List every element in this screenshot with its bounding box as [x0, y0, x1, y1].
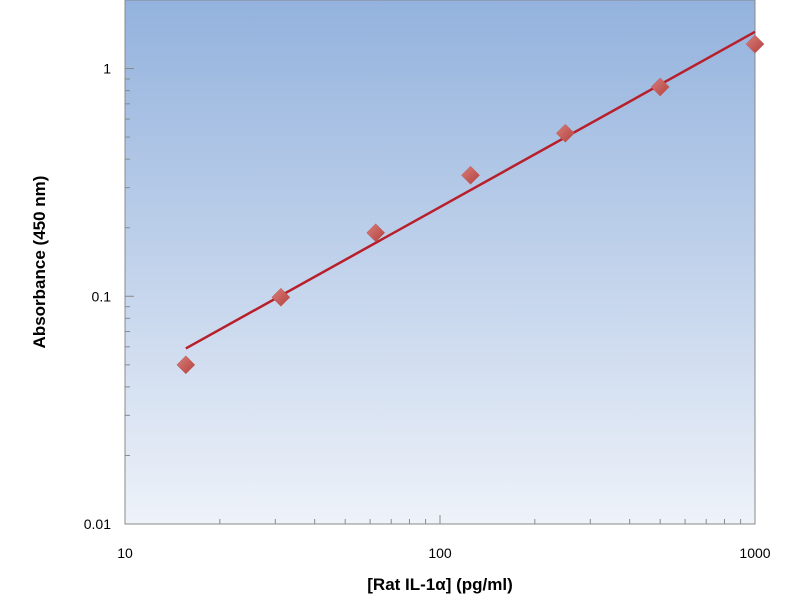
data-point [366, 223, 386, 243]
data-point [650, 77, 670, 97]
x-axis-title: [Rat IL-1α] (pg/ml) [367, 575, 513, 594]
y-tick-label: 0.1 [92, 288, 112, 304]
y-axis [125, 0, 134, 525]
x-tick-label: 1000 [739, 545, 770, 561]
data-point [461, 165, 480, 185]
y-axis-title: Absorbance (450 nm) [30, 176, 49, 349]
x-tick-label: 10 [117, 545, 133, 561]
data-point [555, 123, 575, 143]
data-point [745, 34, 765, 54]
data-points-series [176, 34, 765, 375]
x-axis [124, 515, 756, 524]
plot-area [124, 0, 756, 525]
y-tick-labels: 0.01 0.1 1 [84, 61, 111, 532]
data-point [176, 355, 196, 375]
y-tick-label: 0.01 [84, 516, 111, 532]
x-tick-labels: 10 100 1000 [117, 545, 771, 561]
x-tick-label: 100 [428, 545, 452, 561]
data-point [271, 287, 291, 307]
y-tick-label: 1 [103, 61, 111, 77]
